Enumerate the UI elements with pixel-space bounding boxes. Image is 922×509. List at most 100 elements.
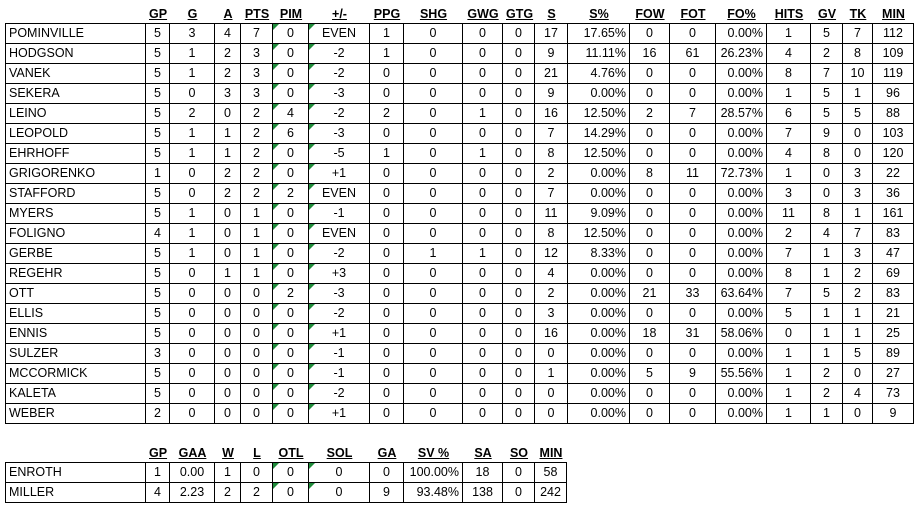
stat-cell: 4.76% — [567, 63, 630, 84]
stat-cell: 0 — [240, 283, 273, 304]
stat-cell: 0 — [629, 383, 670, 404]
stat-cell: 0 — [502, 103, 535, 124]
stat-cell: 138 — [462, 482, 503, 503]
stat-cell: 2 — [145, 403, 170, 424]
stat-cell: 8 — [766, 263, 811, 284]
stat-cell: 2 — [169, 103, 215, 124]
stat-cell: 0 — [502, 363, 535, 384]
error-indicator — [309, 344, 315, 350]
stat-cell: 11.11% — [567, 43, 630, 64]
stat-cell: 5 — [145, 43, 170, 64]
stat-cell: 0 — [169, 383, 215, 404]
stat-cell: 7 — [766, 243, 811, 264]
stat-cell: 1 — [169, 223, 215, 244]
stat-cell: 0 — [502, 163, 535, 184]
stat-cell: 0 — [629, 303, 670, 324]
stat-cell: -3 — [308, 83, 370, 104]
stat-cell: 0 — [369, 263, 404, 284]
stat-cell: 3 — [240, 43, 273, 64]
stat-cell: 0.00% — [567, 303, 630, 324]
stat-cell: 0 — [842, 363, 873, 384]
stat-cell: 2 — [240, 183, 273, 204]
stat-cell: 0 — [462, 343, 503, 364]
error-indicator — [309, 64, 315, 70]
stat-cell: -2 — [308, 43, 370, 64]
stat-cell: 0 — [403, 63, 463, 84]
stat-cell: 5 — [145, 63, 170, 84]
column-header: GAA — [178, 446, 207, 460]
stat-cell: 1 — [169, 203, 215, 224]
stat-cell: 1 — [766, 383, 811, 404]
stat-cell: 9 — [810, 123, 843, 144]
stat-cell: 0 — [534, 383, 568, 404]
stat-cell: 61 — [669, 43, 716, 64]
player-name: KALETA — [5, 383, 146, 404]
stat-cell: 83 — [872, 223, 914, 244]
column-header: G — [187, 7, 198, 21]
stat-cell: 22 — [872, 163, 914, 184]
stat-cell: 1 — [369, 43, 404, 64]
stat-cell: 1 — [169, 143, 215, 164]
stat-cell: 21 — [629, 283, 670, 304]
stat-cell: 0 — [462, 23, 503, 44]
stat-cell: 9 — [872, 403, 914, 424]
stat-cell: 0 — [214, 103, 241, 124]
stat-cell: 55.56% — [715, 363, 767, 384]
stat-cell: 2 — [214, 482, 241, 503]
stat-cell: 0 — [669, 403, 716, 424]
stat-cell: 0 — [369, 343, 404, 364]
stat-cell: 9.09% — [567, 203, 630, 224]
stat-cell: EVEN — [308, 183, 370, 204]
stat-cell: 0 — [369, 323, 404, 344]
stat-cell: 0 — [369, 303, 404, 324]
stat-cell: 1 — [842, 83, 873, 104]
stat-cell: 2 — [240, 163, 273, 184]
stat-cell: -5 — [308, 143, 370, 164]
player-name: LEINO — [5, 103, 146, 124]
player-name: FOLIGNO — [5, 223, 146, 244]
stat-cell: 2 — [240, 123, 273, 144]
stat-cell: 0 — [629, 263, 670, 284]
stat-cell: 18 — [629, 323, 670, 344]
stat-cell: 10 — [842, 63, 873, 84]
stat-cell: 3 — [842, 183, 873, 204]
stat-cell: 0.00 — [169, 462, 215, 483]
stat-cell: 0 — [369, 383, 404, 404]
stat-cell: 0 — [502, 143, 535, 164]
error-indicator — [273, 404, 279, 410]
stat-cell: 0 — [462, 403, 503, 424]
stat-cell: -3 — [308, 283, 370, 304]
stat-cell: 0 — [502, 123, 535, 144]
column-header: GV — [817, 7, 837, 21]
stat-cell: 0 — [462, 83, 503, 104]
stat-cell: 3 — [534, 303, 568, 324]
error-indicator — [273, 44, 279, 50]
stat-cell: 1 — [842, 303, 873, 324]
stat-cell: 100.00% — [403, 462, 463, 483]
column-header: A — [223, 7, 233, 21]
stat-cell: 5 — [810, 23, 843, 44]
stat-cell: 0 — [403, 203, 463, 224]
stat-cell: 0 — [842, 123, 873, 144]
stat-cell: 0 — [629, 203, 670, 224]
error-indicator — [273, 84, 279, 90]
player-name: REGEHR — [5, 263, 146, 284]
stat-cell: -1 — [308, 343, 370, 364]
stat-cell: 0 — [403, 283, 463, 304]
player-name: OTT — [5, 283, 146, 304]
stat-cell: 3 — [842, 163, 873, 184]
stat-cell: 1 — [369, 23, 404, 44]
stat-cell: 0.00% — [715, 123, 767, 144]
error-indicator — [273, 264, 279, 270]
stat-cell: 0 — [214, 203, 241, 224]
stat-cell: 0 — [214, 343, 241, 364]
stat-cell: 9 — [534, 83, 568, 104]
stat-cell: 0 — [369, 363, 404, 384]
stat-cell: 0 — [462, 43, 503, 64]
stat-cell: 4 — [214, 23, 241, 44]
stat-cell: 8 — [810, 203, 843, 224]
stat-cell: 0 — [669, 383, 716, 404]
stat-cell: 0.00% — [567, 323, 630, 344]
stat-cell: 1 — [169, 63, 215, 84]
stat-cell: 2 — [766, 223, 811, 244]
